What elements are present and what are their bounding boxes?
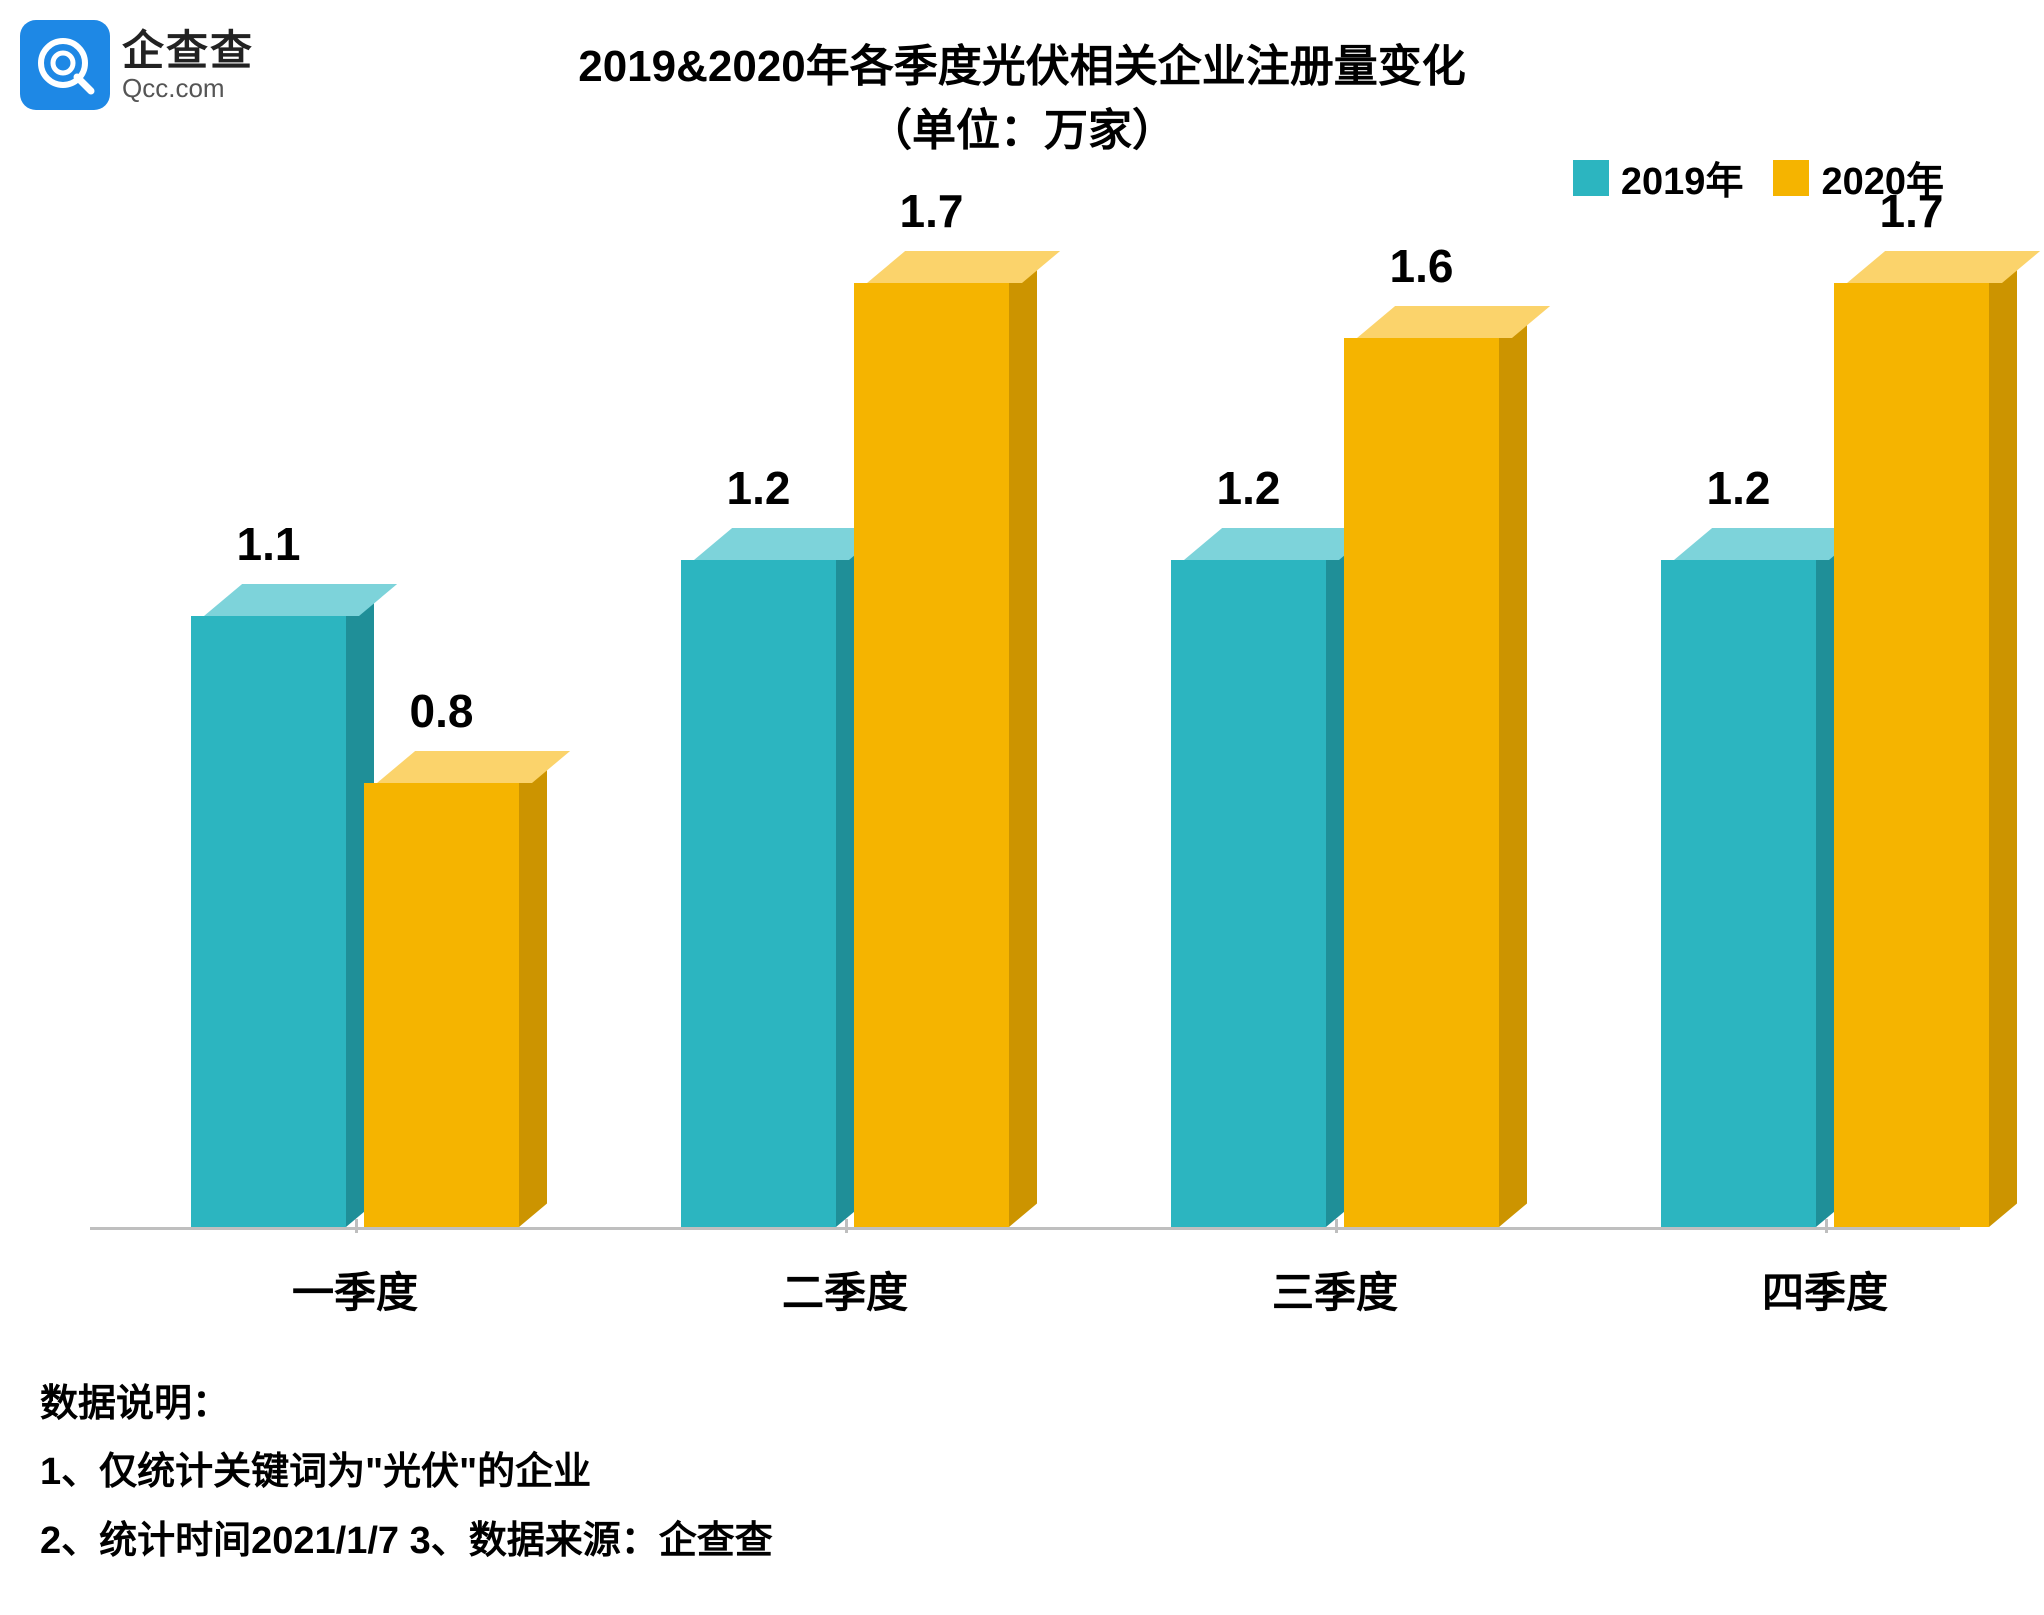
bar-value-label: 1.2 [659,461,859,515]
bar-value-label: 1.1 [169,517,369,571]
axis-tick [355,1219,358,1233]
chart-title: 2019&2020年各季度光伏相关企业注册量变化 [0,30,2044,94]
bar-value-label: 1.2 [1149,461,1349,515]
axis-tick [1335,1219,1338,1233]
notes-line: 2、统计时间2021/1/7 3、数据来源：企查查 [40,1507,773,1575]
x-axis-label: 三季度 [1150,1259,1520,1320]
legend-item-2019: 2019年 [1573,150,1744,205]
bar: 1.2 [681,560,836,1227]
bar-front [854,283,1009,1227]
bar: 1.2 [1171,560,1326,1227]
chart-area: 1.10.81.21.71.21.61.21.7 一季度二季度三季度四季度 [90,230,1960,1320]
axis-tick [845,1219,848,1233]
bar-value-label: 0.8 [342,684,542,738]
bar-group: 1.21.7 [660,283,1030,1227]
bar-front [681,560,836,1227]
chart-title-block: 2019&2020年各季度光伏相关企业注册量变化 （单位：万家） [0,30,2044,158]
bar-group: 1.21.6 [1150,338,1520,1227]
bar-front [1834,283,1989,1227]
legend-label: 2019年 [1621,150,1744,205]
x-axis-label: 四季度 [1640,1259,2010,1320]
bar-side [1499,315,1527,1227]
bar-front [1661,560,1816,1227]
bar-group: 1.21.7 [1640,283,2010,1227]
notes-heading: 数据说明： [40,1370,773,1438]
x-axis-label: 一季度 [170,1259,540,1320]
x-axis-label: 二季度 [660,1259,1030,1320]
bar-group: 1.10.8 [170,616,540,1227]
bar-side [519,759,547,1227]
bar-value-label: 1.7 [1812,184,2012,238]
bar: 0.8 [364,783,519,1227]
bar: 1.6 [1344,338,1499,1227]
bar-front [1344,338,1499,1227]
bar-side [1009,259,1037,1227]
bar: 1.7 [854,283,1009,1227]
bar-front [364,783,519,1227]
chart-plot: 1.10.81.21.71.21.61.21.7 [90,230,1960,1230]
data-notes: 数据说明： 1、仅统计关键词为"光伏"的企业 2、统计时间2021/1/7 3、… [40,1370,773,1575]
bar-value-label: 1.6 [1322,239,1522,293]
legend-swatch [1573,160,1609,196]
bar-front [1171,560,1326,1227]
axis-tick [1825,1219,1828,1233]
bar-value-label: 1.2 [1639,461,1839,515]
bar: 1.2 [1661,560,1816,1227]
bar-value-label: 1.7 [832,184,1032,238]
legend-swatch [1773,160,1809,196]
bar-front [191,616,346,1227]
notes-line: 1、仅统计关键词为"光伏"的企业 [40,1438,773,1506]
bar: 1.1 [191,616,346,1227]
bar: 1.7 [1834,283,1989,1227]
bar-side [1989,259,2017,1227]
chart-subtitle: （单位：万家） [0,94,2044,158]
